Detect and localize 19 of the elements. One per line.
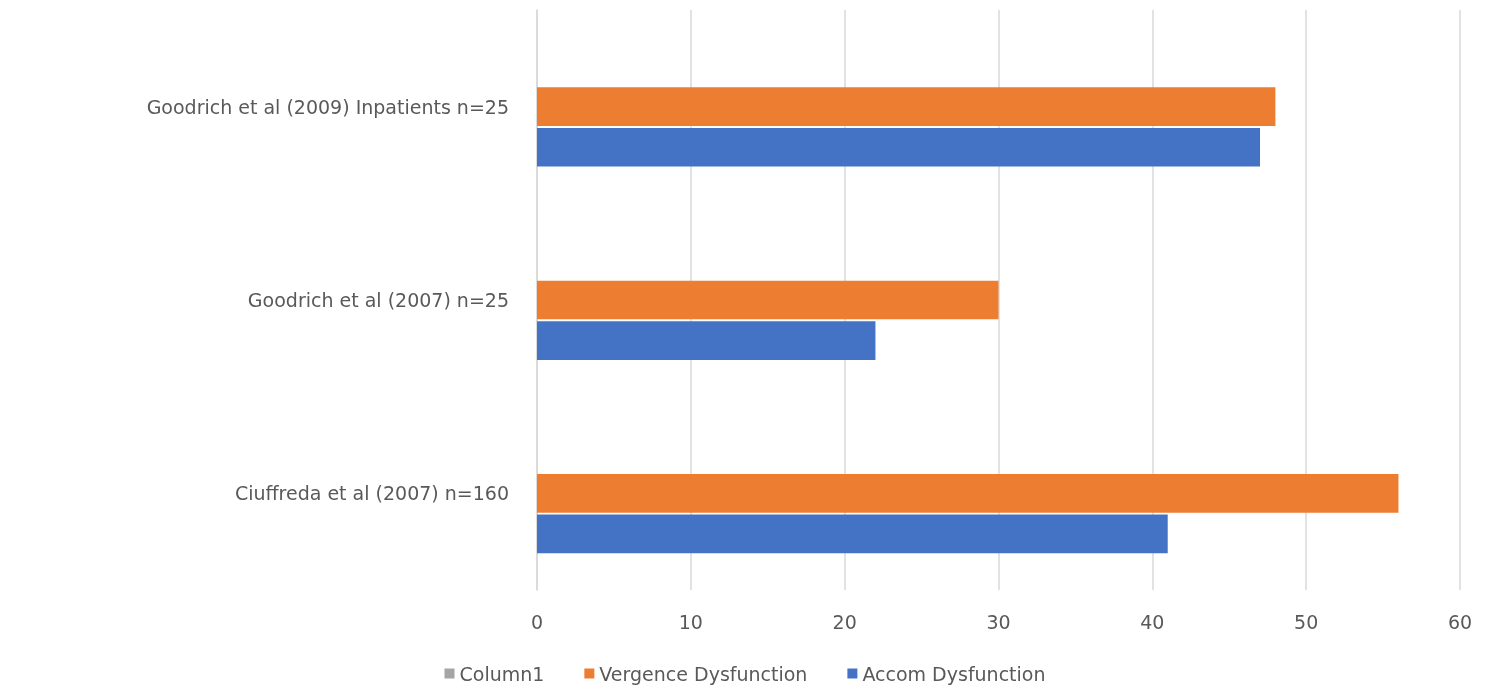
x-tick-label: 50: [1294, 610, 1319, 633]
y-tick-label: Goodrich et al (2009) Inpatients n=25: [146, 95, 509, 118]
bar: [537, 87, 1276, 126]
y-tick-label: Ciuffreda et al (2007) n=160: [234, 482, 509, 505]
legend-label: Column1: [459, 662, 545, 685]
x-tick-label: 60: [1447, 610, 1473, 633]
bar: [537, 514, 1168, 554]
bar: [537, 321, 876, 360]
x-tick-label: 20: [832, 610, 857, 633]
bar: [537, 474, 1399, 513]
x-tick-label: 40: [1140, 610, 1165, 633]
x-tick-label: 30: [986, 610, 1011, 633]
x-tick-label: 10: [678, 610, 703, 633]
legend-label: Accom Dysfunction: [862, 662, 1046, 685]
y-tick-label: Goodrich et al (2007) n=25: [247, 289, 509, 311]
bar: [537, 280, 999, 320]
legend-label: Vergence Dysfunction: [599, 662, 808, 685]
x-tick-label: 0: [530, 610, 544, 633]
bar: [537, 127, 1261, 167]
